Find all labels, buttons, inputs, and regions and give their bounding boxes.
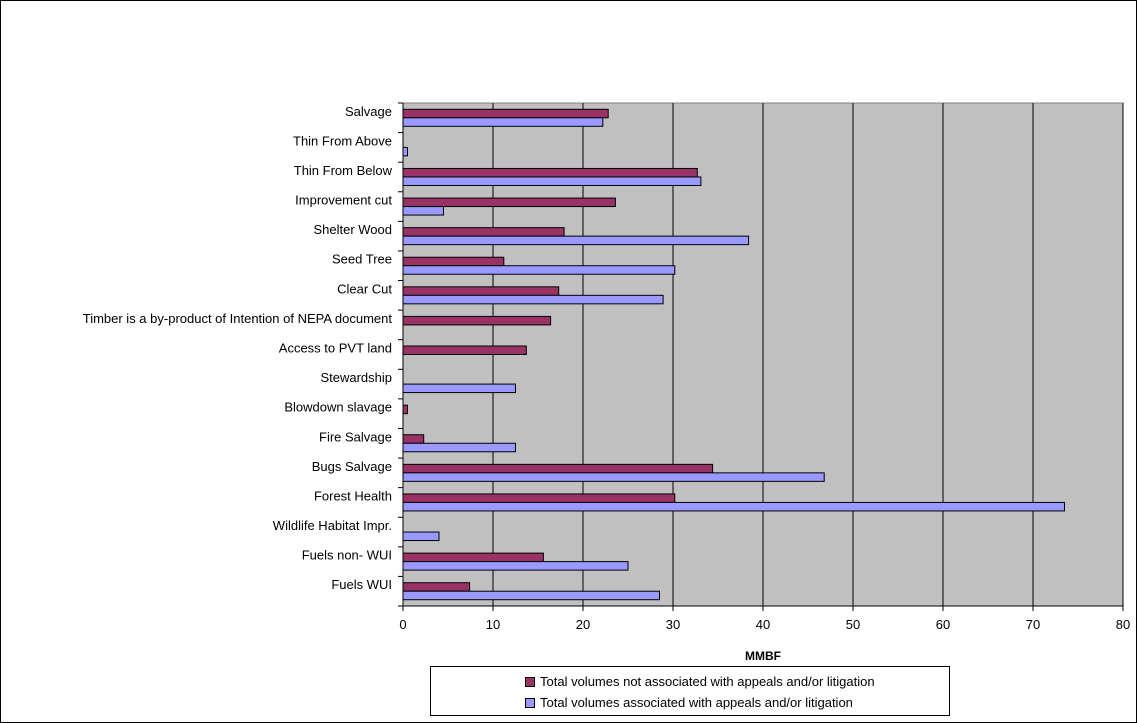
category-label: Forest Health — [314, 488, 392, 503]
category-label: Thin From Above — [293, 133, 392, 148]
legend-item-associated: Total volumes associated with appeals an… — [525, 692, 949, 713]
category-label: Fuels WUI — [331, 577, 392, 592]
bar-associated — [402, 176, 702, 186]
bar-not-associated — [402, 108, 609, 119]
x-tick-label: 30 — [666, 617, 680, 632]
category-label: Fuels non- WUI — [302, 548, 392, 563]
bar-not-associated — [402, 286, 560, 296]
category-label: Wildlife Habitat Impr. — [273, 518, 392, 533]
category-label: Salvage — [345, 104, 392, 119]
category-label: Clear Cut — [337, 281, 392, 296]
bar-associated — [402, 265, 676, 275]
bar-associated — [402, 561, 629, 571]
x-tick-label: 50 — [846, 617, 860, 632]
bar-not-associated — [402, 315, 552, 326]
x-tick-label: 70 — [1026, 617, 1040, 632]
bar-not-associated — [402, 434, 425, 444]
bar-associated — [402, 472, 825, 482]
bar-associated — [402, 294, 664, 305]
category-label: Improvement cut — [295, 193, 392, 208]
bar-not-associated — [402, 256, 505, 267]
bar-not-associated — [402, 493, 676, 503]
category-label: Shelter Wood — [313, 222, 392, 237]
x-axis-title: MMBF — [745, 649, 781, 663]
category-label: Bugs Salvage — [312, 459, 392, 474]
bar-not-associated — [402, 463, 714, 474]
legend-item-not-associated: Total volumes not associated with appeal… — [525, 671, 949, 692]
bar-associated — [402, 501, 1065, 512]
category-label: Stewardship — [320, 370, 392, 385]
legend-label-not-associated: Total volumes not associated with appeal… — [540, 674, 875, 689]
bar-associated — [402, 206, 444, 216]
category-label: Fire Salvage — [319, 429, 392, 444]
category-label: Seed Tree — [332, 252, 392, 267]
category-label: Blowdown slavage — [284, 400, 392, 415]
x-tick-label: 60 — [936, 617, 950, 632]
bar-associated — [402, 383, 516, 394]
x-tick-label: 0 — [399, 617, 406, 632]
bar-associated — [402, 235, 750, 246]
x-tick-label: 40 — [756, 617, 770, 632]
bar-not-associated — [402, 167, 698, 178]
bar-associated — [402, 146, 408, 157]
bar-associated — [402, 117, 604, 127]
bar-associated — [402, 531, 440, 542]
bar-associated — [402, 590, 660, 601]
category-label: Thin From Below — [294, 163, 393, 178]
x-tick-label: 10 — [486, 617, 500, 632]
bar-not-associated — [402, 552, 544, 563]
bar-not-associated — [402, 404, 408, 415]
x-tick-label: 20 — [576, 617, 590, 632]
bar-not-associated — [402, 582, 471, 592]
bar-associated — [402, 442, 516, 453]
chart-legend: Total volumes not associated with appeal… — [430, 666, 950, 716]
bar-not-associated — [402, 227, 565, 237]
legend-swatch-not-associated — [525, 676, 535, 687]
legend-swatch-associated — [525, 697, 535, 708]
bar-not-associated — [402, 197, 616, 208]
legend-label-associated: Total volumes associated with appeals an… — [540, 695, 853, 710]
bar-not-associated — [402, 345, 527, 355]
category-label: Timber is a by-product of Intention of N… — [83, 311, 393, 326]
category-label: Access to PVT land — [279, 341, 392, 356]
x-tick-label: 80 — [1116, 617, 1130, 632]
